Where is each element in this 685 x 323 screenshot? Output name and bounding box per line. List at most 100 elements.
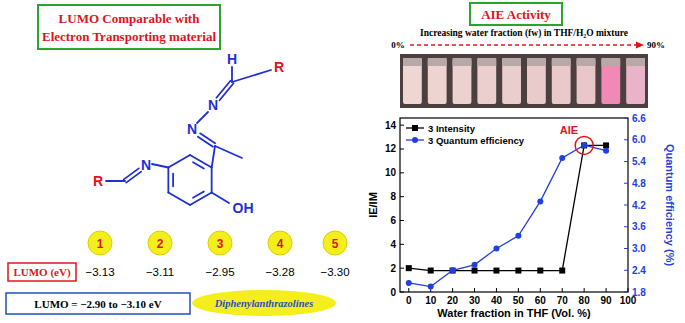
header-text: LUMO Comparable with: [59, 11, 201, 26]
compound-number: 2: [157, 237, 164, 251]
bond: [167, 168, 169, 193]
y-tick-label: 4: [390, 239, 396, 250]
compound-badge: [148, 231, 172, 255]
structure-bonds: [106, 67, 271, 205]
compound-number: 3: [217, 237, 224, 251]
y2-tick-label: 6.0: [632, 134, 646, 145]
y2-tick-label: 4.8: [632, 178, 646, 189]
lumo-value: −2.95: [205, 266, 234, 278]
vial-cap: [428, 58, 447, 66]
marker-square: [515, 268, 521, 274]
y-tick-label: 2: [390, 263, 396, 274]
y-tick: [400, 244, 404, 245]
marker-square: [559, 268, 565, 274]
y2-tick: [624, 248, 628, 249]
lumo-value: −3.30: [320, 266, 349, 278]
vial-cap: [577, 58, 596, 66]
y2-tick-label: 4.2: [632, 200, 646, 211]
reference-ellipse: [192, 290, 336, 316]
x-tick: [562, 288, 563, 292]
bond: [212, 193, 229, 204]
reference-text: LUMO = −2.90 to −3.10 eV: [34, 298, 161, 310]
marker-circle: [537, 198, 543, 204]
y2-tick: [624, 292, 628, 293]
bond: [215, 146, 242, 158]
bond: [198, 137, 213, 147]
vial: [527, 58, 546, 104]
vial: [577, 58, 596, 104]
compound-number: 4: [277, 237, 284, 251]
bond: [197, 112, 208, 123]
header-box: [38, 5, 220, 49]
x-tick-label: 60: [535, 295, 547, 306]
x-tick-label: 10: [425, 295, 437, 306]
y-tick: [400, 148, 404, 149]
x-tick: [496, 288, 497, 292]
marker-square: [581, 142, 587, 148]
atom-label: OH: [233, 200, 254, 216]
vial-cap: [601, 58, 620, 66]
bond: [106, 180, 125, 182]
header-text: AIE Activity: [481, 7, 551, 22]
bond: [220, 83, 234, 100]
vial: [428, 58, 447, 104]
x-tick-label: 50: [513, 295, 525, 306]
x-tick-label: 90: [601, 295, 613, 306]
y-tick: [400, 172, 404, 173]
y-tick: [400, 220, 404, 221]
y2-tick: [624, 183, 628, 184]
x-tick: [584, 288, 585, 292]
marker-circle: [581, 142, 587, 148]
legend-marker: [412, 125, 418, 131]
y2-tick: [624, 205, 628, 206]
y2-tick-label: 5.4: [632, 156, 646, 167]
marker-square: [603, 142, 609, 148]
y-tick-label: 6: [390, 215, 396, 226]
marker-square: [472, 268, 478, 274]
vial-cap: [552, 58, 571, 66]
y-tick-label: 12: [385, 143, 397, 154]
x-tick-label: 70: [557, 295, 569, 306]
y2-tick: [624, 226, 628, 227]
y2-tick-label: 1.8: [632, 287, 646, 298]
bond: [168, 193, 190, 206]
y-tick-label: 10: [385, 167, 397, 178]
x-tick-label: 20: [447, 295, 459, 306]
y2-tick-label: 3.6: [632, 221, 646, 232]
plot-frame: [400, 118, 628, 292]
y2-tick: [624, 139, 628, 140]
lumo-label-box: [8, 263, 76, 281]
reference-box: [6, 293, 190, 314]
bond: [193, 192, 204, 198]
marker-circle: [472, 262, 478, 268]
legend-marker: [412, 137, 418, 143]
y-tick: [400, 196, 404, 197]
legend-text: 3 Quantum efficiency: [428, 135, 525, 146]
graphical-abstract: LUMO Comparable withElectron Transportin…: [0, 0, 685, 323]
x-tick: [474, 288, 475, 292]
x-tick: [628, 288, 629, 292]
bond: [172, 174, 174, 186]
atom-label: N: [208, 97, 218, 113]
x-tick: [540, 288, 541, 292]
legend-text: 3 Intensity: [428, 123, 476, 134]
vial-cap: [502, 58, 521, 66]
y2-tick-label: 6.6: [632, 113, 646, 124]
bond: [231, 67, 233, 82]
marker-square: [428, 268, 434, 274]
marker-circle: [515, 233, 521, 239]
vial-cap: [477, 58, 496, 66]
y-tick: [400, 125, 404, 126]
bond: [193, 162, 204, 168]
plot-area: [406, 142, 609, 289]
atom-label: N: [141, 157, 151, 173]
lumo-value: −3.13: [85, 266, 114, 278]
header-box: [470, 3, 562, 25]
scale-end: 90%: [647, 40, 665, 50]
bond: [190, 193, 212, 206]
x-tick: [518, 288, 519, 292]
atom-label: N: [187, 121, 197, 137]
lumo-value: −3.11: [146, 266, 174, 278]
marker-square: [450, 268, 456, 274]
marker-square: [493, 268, 499, 274]
